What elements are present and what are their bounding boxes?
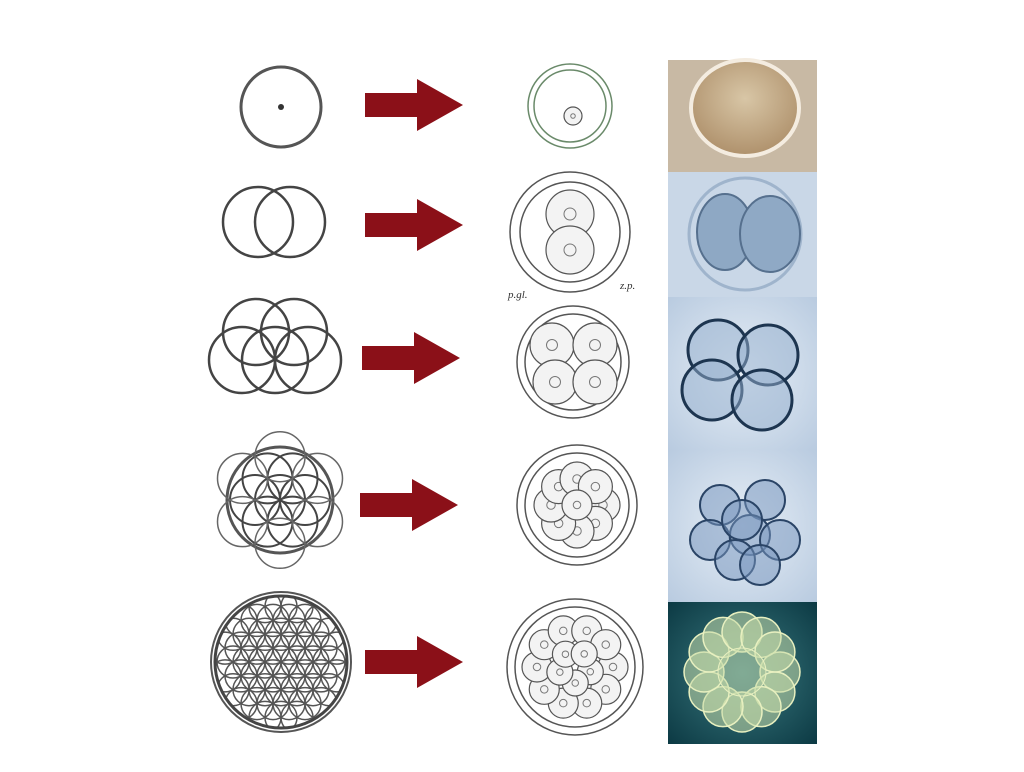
ring [516, 305, 630, 419]
ring [533, 69, 607, 143]
ring [527, 63, 613, 149]
single-circle [239, 65, 323, 149]
cell [717, 647, 767, 697]
cell [730, 368, 794, 432]
outer-circle [210, 591, 352, 733]
zona-pellucida-label: z.p. [619, 280, 635, 292]
nucleus [608, 662, 618, 672]
nucleus [582, 626, 591, 636]
nucleus [589, 376, 601, 388]
cell [572, 359, 618, 405]
ring [240, 325, 310, 395]
nucleus [556, 668, 564, 676]
cell [561, 489, 593, 521]
nucleus [546, 339, 558, 351]
nucleus [561, 650, 570, 658]
nucleus [559, 698, 568, 708]
arrow [362, 332, 460, 384]
ring [524, 452, 630, 558]
ring [524, 313, 622, 411]
arrow [365, 636, 463, 688]
nucleus [540, 685, 549, 694]
ring [291, 452, 344, 505]
oocyte [689, 58, 801, 158]
nucleus [563, 243, 577, 257]
nucleus [571, 679, 579, 687]
ring [216, 495, 269, 548]
ring [516, 444, 638, 566]
cell [563, 106, 583, 126]
nucleus [586, 667, 595, 676]
nucleus [540, 640, 549, 649]
outer-circle [213, 594, 349, 730]
nucleus [532, 662, 542, 672]
outer-circle [225, 445, 335, 555]
nucleus [589, 339, 601, 351]
cell [739, 195, 801, 273]
ring [221, 185, 295, 259]
center-dot [278, 104, 284, 110]
polar-globule-label: p.gl. [507, 289, 528, 301]
ring [519, 181, 621, 283]
nucleus [563, 207, 577, 221]
arrow [365, 79, 463, 131]
nucleus [601, 640, 610, 649]
nucleus [590, 481, 601, 492]
nucleus [572, 500, 582, 510]
ring [320, 631, 347, 665]
ring [514, 606, 636, 728]
nucleus [601, 685, 610, 694]
nucleus [549, 376, 561, 388]
cell [570, 640, 598, 668]
arrow [360, 479, 458, 531]
cell [721, 499, 763, 541]
arrow [365, 199, 463, 251]
nucleus [580, 650, 588, 658]
ring [509, 171, 631, 293]
nucleus [582, 698, 591, 708]
ring [253, 185, 327, 259]
cell [545, 225, 595, 275]
nucleus [570, 113, 576, 119]
nucleus [559, 626, 568, 636]
ring [506, 598, 644, 736]
cell [739, 544, 781, 586]
ring [273, 325, 343, 395]
ring [320, 659, 347, 693]
cell [532, 359, 578, 405]
